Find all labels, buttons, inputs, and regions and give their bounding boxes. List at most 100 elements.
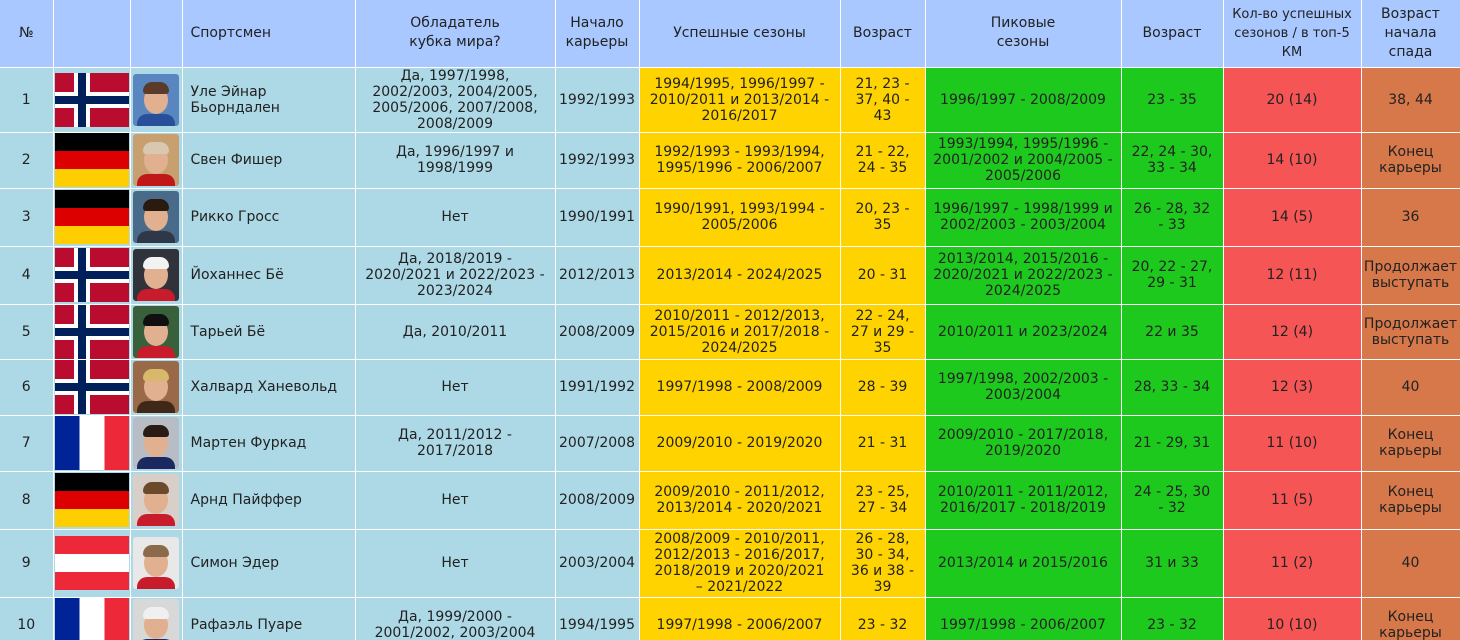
athlete-name: Рафаэль Пуаре: [182, 597, 356, 640]
header-row: № Спортсмен Обладатель кубка мира? Начал…: [0, 0, 1460, 68]
successful-seasons-text: 1990/1991, 1993/1994 - 2005/2006: [654, 201, 825, 233]
header-peak[interactable]: Пиковые сезоны: [925, 0, 1122, 68]
peak-seasons-text: 2013/2014, 2015/2016 - 2020/2021 и 2022/…: [933, 251, 1113, 299]
photo-cell: [130, 471, 183, 530]
decline-age: Конец карьеры: [1361, 415, 1460, 472]
header-athlete[interactable]: Спортсмен: [182, 0, 356, 68]
photo-hair: [143, 199, 169, 211]
peak-age-text: 22 и 35: [1145, 323, 1199, 340]
flag-cell: [53, 304, 131, 360]
flag-cross: [54, 383, 129, 391]
successful-seasons: 2013/2014 - 2024/2025: [639, 246, 841, 305]
france-flag: [54, 597, 129, 640]
table-row[interactable]: 5 Тарьей Бё Да, 2010/2011 2008/2009 2010/201…: [0, 304, 1460, 360]
france-flag: [54, 416, 129, 470]
world-cup-winner-text: Нет: [441, 209, 469, 225]
header-num[interactable]: №: [0, 0, 54, 68]
athlete-name: Тарьей Бё: [182, 304, 356, 360]
career-start: 1990/1991: [555, 188, 640, 247]
seasons-count: 11 (2): [1223, 529, 1362, 598]
photo-body: [137, 577, 175, 589]
world-cup-winner-text: Нет: [441, 555, 469, 571]
photo-body: [137, 457, 175, 469]
flag-cross: [54, 271, 129, 279]
photo-cell: [130, 132, 183, 189]
world-cup-winner-text: Нет: [441, 492, 469, 508]
photo-hair: [143, 81, 169, 94]
header-seasons[interactable]: Успешные сезоны: [639, 0, 841, 68]
seasons-count: 11 (10): [1223, 415, 1362, 472]
photo-hair: [143, 545, 169, 557]
athlete-name: Свен Фишер: [182, 132, 356, 189]
peak-seasons-text: 2013/2014 и 2015/2016: [938, 555, 1108, 571]
table-row[interactable]: 9 Симон Эдер Нет 2003/2004 2008/2009 - 2010/…: [0, 529, 1460, 598]
decline-age: Конец карьеры: [1361, 597, 1460, 640]
photo-body: [137, 638, 175, 640]
world-cup-winner-text: Да, 1997/1998, 2002/2003, 2004/2005, 200…: [372, 67, 538, 132]
athlete-name: Мартен Фуркад: [182, 415, 356, 472]
photo-hair: [143, 482, 169, 494]
header-flag: [53, 0, 131, 68]
peak-age-text: 26 - 28, 32 - 33: [1133, 201, 1211, 233]
peak-age: 22, 24 - 30, 33 - 34: [1121, 132, 1224, 189]
decline-age-text: 40: [1401, 555, 1420, 571]
successful-seasons-text: 2013/2014 - 2024/2025: [656, 267, 823, 283]
successful-age-text: 21 - 22, 24 - 35: [855, 144, 910, 176]
peak-age-text: 20, 22 - 27, 29 - 31: [1131, 259, 1213, 291]
athlete-name: Халвард Ханевольд: [182, 359, 356, 416]
table-row[interactable]: 10 Рафаэль Пуаре Да, 1999/2000 - 2001/2002…: [0, 597, 1460, 640]
successful-age: 26 - 28, 30 - 34, 36 и 38 - 39: [840, 529, 926, 598]
header-decline[interactable]: Возраст начала спада: [1361, 0, 1460, 68]
header-cup[interactable]: Обладатель кубка мира?: [355, 0, 556, 68]
table-row[interactable]: 4 Йоханнес Бё Да, 2018/2019 - 2020/2021 и …: [0, 246, 1460, 305]
peak-seasons: 2010/2011 - 2011/2012, 2016/2017 - 2018/…: [925, 471, 1122, 530]
header-count[interactable]: Кол-во успешных сезонов / в топ-5 КМ: [1223, 0, 1362, 68]
decline-age-text: Конец карьеры: [1379, 144, 1442, 176]
flag-cell: [53, 246, 131, 305]
photo-body: [137, 113, 175, 126]
peak-age-text: 23 - 35: [1147, 91, 1197, 108]
peak-seasons: 1996/1997 - 1998/1999 и 2002/2003 - 2003…: [925, 188, 1122, 247]
successful-age: 23 - 32: [840, 597, 926, 640]
successful-age-text: 21, 23 - 37, 40 - 43: [855, 75, 910, 124]
successful-seasons-text: 1994/1995, 1996/1997 - 2010/2011 и 2013/…: [649, 75, 830, 124]
successful-age: 21, 23 - 37, 40 - 43: [840, 67, 926, 133]
photo-cell: [130, 415, 183, 472]
flag-cell: [53, 415, 131, 472]
photo-body: [137, 514, 175, 526]
peak-seasons: 1997/1998 - 2006/2007: [925, 597, 1122, 640]
peak-seasons: 2010/2011 и 2023/2024: [925, 304, 1122, 360]
peak-age: 24 - 25, 30 - 32: [1121, 471, 1224, 530]
career-start: 1991/1992: [555, 359, 640, 416]
world-cup-winner-text: Да, 1996/1997 и 1998/1999: [396, 144, 514, 176]
seasons-count: 20 (14): [1223, 67, 1362, 133]
athlete-photo: [133, 191, 179, 243]
successful-age-text: 28 - 39: [857, 379, 908, 395]
header-peak-label: Пиковые сезоны: [990, 15, 1056, 51]
successful-seasons: 1990/1991, 1993/1994 - 2005/2006: [639, 188, 841, 247]
header-peak-age[interactable]: Возраст: [1121, 0, 1224, 68]
header-start[interactable]: Начало карьеры: [555, 0, 640, 68]
decline-age: 40: [1361, 359, 1460, 416]
athlete-name: Арнд Пайффер: [182, 471, 356, 530]
photo-hair: [143, 369, 169, 381]
world-cup-winner: Нет: [355, 359, 556, 416]
peak-age: 31 и 33: [1121, 529, 1224, 598]
peak-age-text: 28, 33 - 34: [1133, 379, 1211, 395]
table-row[interactable]: 1 Уле Эйнар Бьорндален Да, 1997/1998, 2002…: [0, 67, 1460, 133]
table-row[interactable]: 8 Арнд Пайффер Нет 2008/2009 2009/2010 - 201…: [0, 471, 1460, 530]
successful-seasons-text: 2008/2009 - 2010/2011, 2012/2013 - 2016/…: [654, 531, 825, 595]
photo-cell: [130, 304, 183, 360]
table-row[interactable]: 7 Мартен Фуркад Да, 2011/2012 - 2017/2018 2…: [0, 415, 1460, 472]
photo-body: [137, 231, 175, 243]
peak-age-text: 24 - 25, 30 - 32: [1133, 484, 1211, 516]
header-age[interactable]: Возраст: [840, 0, 926, 68]
table-row[interactable]: 2 Свен Фишер Да, 1996/1997 и 1998/1999 1992…: [0, 132, 1460, 189]
photo-cell: [130, 67, 183, 133]
table-row[interactable]: 6 Халвард Ханевольд Нет 1991/1992 1997/1998 …: [0, 359, 1460, 416]
austria-flag: [54, 536, 129, 590]
photo-hair: [143, 142, 169, 154]
peak-seasons-text: 2009/2010 - 2017/2018, 2019/2020: [937, 427, 1109, 459]
peak-seasons: 1997/1998, 2002/2003 - 2003/2004: [925, 359, 1122, 416]
table-row[interactable]: 3 Рикко Гросс Нет 1990/1991 1990/1991, 1993/…: [0, 188, 1460, 247]
